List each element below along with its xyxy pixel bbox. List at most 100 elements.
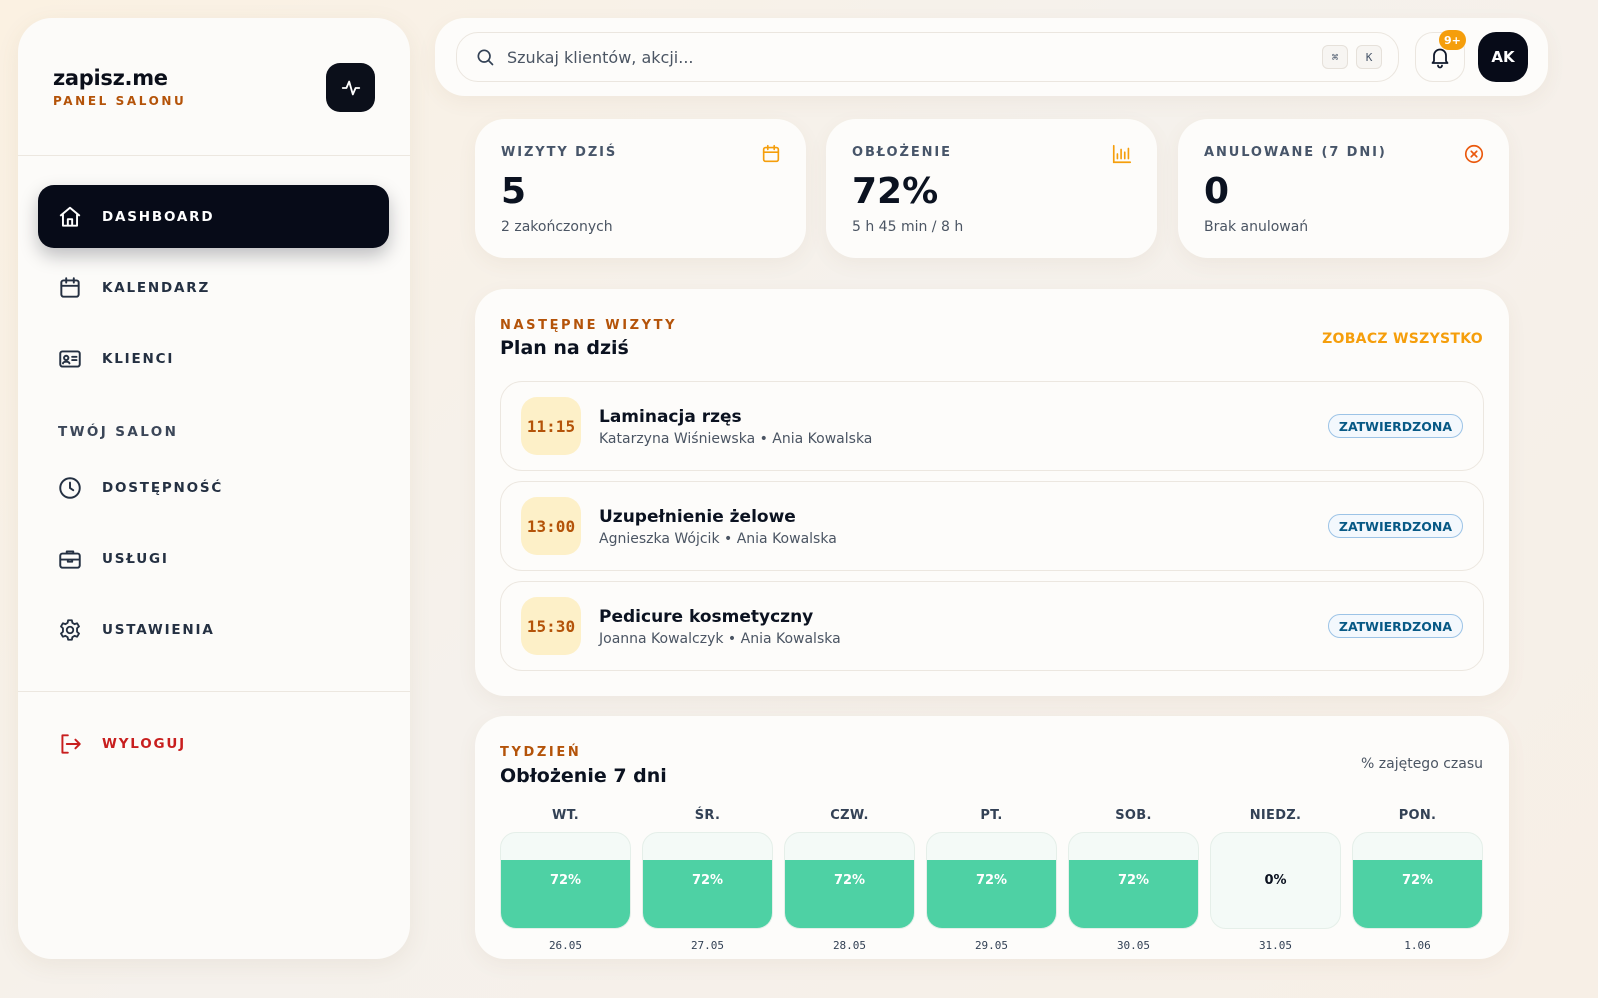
- appointment-time: 11:15: [521, 397, 581, 455]
- day-percent: 72%: [691, 873, 724, 888]
- day-bar[interactable]: 72%: [500, 832, 631, 929]
- day-percent: 72%: [975, 873, 1008, 888]
- nav-item-ustawienia[interactable]: USTAWIENIA: [38, 598, 389, 661]
- id-card-icon: [56, 345, 84, 373]
- day-bar[interactable]: 72%: [1352, 832, 1483, 929]
- nav-label: KLIENCI: [102, 350, 175, 367]
- day-bar-fill: [501, 859, 630, 928]
- day-bar[interactable]: 72%: [784, 832, 915, 929]
- logout-button[interactable]: WYLOGUJ: [38, 712, 389, 775]
- day-bar-fill: [1353, 859, 1482, 928]
- search-input[interactable]: [507, 47, 1287, 67]
- stat-value: 72%: [852, 171, 939, 212]
- day-percent: 72%: [1401, 873, 1434, 888]
- shortcut-key-k: K: [1356, 45, 1382, 69]
- day-percent: 72%: [1117, 873, 1150, 888]
- brand: zapisz.me PANEL SALONU: [53, 66, 186, 108]
- nav-item-dashboard[interactable]: DASHBOARD: [38, 185, 389, 248]
- day-date: 27.05: [690, 939, 725, 952]
- logout-icon: [56, 730, 84, 758]
- briefcase-icon: [56, 545, 84, 573]
- sidebar: zapisz.me PANEL SALONU DASHBOARD KALENDA…: [18, 18, 410, 959]
- appointment-meta: Agnieszka Wójcik • Ania Kowalska: [599, 531, 837, 547]
- day-bar[interactable]: 72%: [642, 832, 773, 929]
- x-circle-icon: [1464, 144, 1484, 164]
- day-column: ŚR. 72% 27.05: [642, 808, 773, 952]
- clock-icon: [56, 474, 84, 502]
- day-bar[interactable]: 72%: [926, 832, 1057, 929]
- activity-button[interactable]: [326, 63, 375, 112]
- stat-subtitle: Brak anulowań: [1204, 219, 1309, 235]
- day-bar-fill: [785, 859, 914, 928]
- appointment-row[interactable]: 15:30 Pedicure kosmetyczny Joanna Kowalc…: [500, 581, 1484, 671]
- gear-icon: [56, 616, 84, 644]
- day-bar-fill: [643, 859, 772, 928]
- nav-item-dostepnosc[interactable]: DOSTĘPNOŚĆ: [38, 456, 389, 519]
- nav-label: USTAWIENIA: [102, 621, 215, 638]
- nav-label: DOSTĘPNOŚĆ: [102, 479, 224, 496]
- search-box[interactable]: ⌘ K: [456, 32, 1399, 82]
- search-icon: [477, 49, 494, 66]
- section-label-salon: TWÓJ SALON: [58, 424, 179, 440]
- upcoming-panel: NASTĘPNE WIZYTY Plan na dziś ZOBACZ WSZY…: [475, 289, 1509, 696]
- user-avatar[interactable]: AK: [1478, 32, 1528, 82]
- calendar-icon: [56, 274, 84, 302]
- unit-note: % zajętego czasu: [1361, 756, 1483, 772]
- stat-subtitle: 2 zakończonych: [501, 219, 613, 235]
- appointment-row[interactable]: 13:00 Uzupełnienie żelowe Agnieszka Wójc…: [500, 481, 1484, 571]
- brand-name: zapisz.me: [53, 66, 168, 90]
- activity-icon: [341, 80, 360, 95]
- day-column: PT. 72% 29.05: [926, 808, 1057, 952]
- day-name: ŚR.: [694, 808, 721, 823]
- day-name: WT.: [551, 808, 580, 823]
- appointment-time: 13:00: [521, 497, 581, 555]
- notification-badge: 9+: [1439, 30, 1466, 50]
- day-bar[interactable]: 72%: [1068, 832, 1199, 929]
- see-all-link[interactable]: ZOBACZ WSZYSTKO: [1322, 331, 1483, 347]
- appointment-service: Uzupełnienie żelowe: [599, 507, 796, 527]
- nav-item-klienci[interactable]: KLIENCI: [38, 327, 389, 390]
- stat-value: 0: [1204, 171, 1230, 212]
- day-bar[interactable]: 0%: [1210, 832, 1341, 929]
- day-bar-fill: [1069, 859, 1198, 928]
- brand-subtitle: PANEL SALONU: [53, 94, 187, 108]
- day-percent: 72%: [549, 873, 582, 888]
- logout-label: WYLOGUJ: [102, 735, 186, 752]
- panel-title: Obłożenie 7 dni: [500, 765, 667, 787]
- day-date: 31.05: [1258, 939, 1293, 952]
- day-column: WT. 72% 26.05: [500, 808, 631, 952]
- nav-label: USŁUGI: [102, 550, 169, 567]
- appointment-row[interactable]: 11:15 Laminacja rzęs Katarzyna Wiśniewsk…: [500, 381, 1484, 471]
- day-column: PON. 72% 1.06: [1352, 808, 1483, 952]
- divider: [18, 691, 410, 692]
- stat-card-cancelled: ANULOWANE (7 DNI) 0 Brak anulowań: [1178, 119, 1509, 258]
- calendar-icon: [762, 144, 780, 163]
- nav-item-kalendarz[interactable]: KALENDARZ: [38, 256, 389, 319]
- appointment-time: 15:30: [521, 597, 581, 655]
- appointment-meta: Joanna Kowalczyk • Ania Kowalska: [599, 631, 841, 647]
- day-name: CZW.: [830, 808, 869, 823]
- day-date: 30.05: [1116, 939, 1151, 952]
- bar-chart-icon: [1112, 144, 1132, 164]
- stat-card-visits: WIZYTY DZIŚ 5 2 zakończonych: [475, 119, 806, 258]
- day-date: 28.05: [832, 939, 867, 952]
- day-column: NIEDZ. 0% 31.05: [1210, 808, 1341, 952]
- top-bar: ⌘ K 9+ AK: [435, 18, 1548, 96]
- stat-card-occupancy: OBŁOŻENIE 72% 5 h 45 min / 8 h: [826, 119, 1157, 258]
- day-column: CZW. 72% 28.05: [784, 808, 915, 952]
- day-name: PON.: [1398, 808, 1437, 823]
- panel-eyebrow: TYDZIEŃ: [500, 745, 582, 760]
- nav-item-uslugi[interactable]: USŁUGI: [38, 527, 389, 590]
- divider: [18, 155, 410, 156]
- status-badge: ZATWIERDZONA: [1327, 414, 1463, 438]
- stat-title: OBŁOŻENIE: [852, 145, 952, 160]
- day-name: SOB.: [1115, 808, 1152, 823]
- stat-title: ANULOWANE (7 DNI): [1204, 145, 1387, 160]
- day-date: 1.06: [1404, 939, 1431, 952]
- day-name: NIEDZ.: [1249, 808, 1302, 823]
- status-badge: ZATWIERDZONA: [1327, 614, 1463, 638]
- panel-title: Plan na dziś: [500, 337, 629, 359]
- week-panel: TYDZIEŃ Obłożenie 7 dni % zajętego czasu…: [475, 716, 1509, 959]
- day-percent: 72%: [833, 873, 866, 888]
- bell-icon: [1431, 48, 1449, 69]
